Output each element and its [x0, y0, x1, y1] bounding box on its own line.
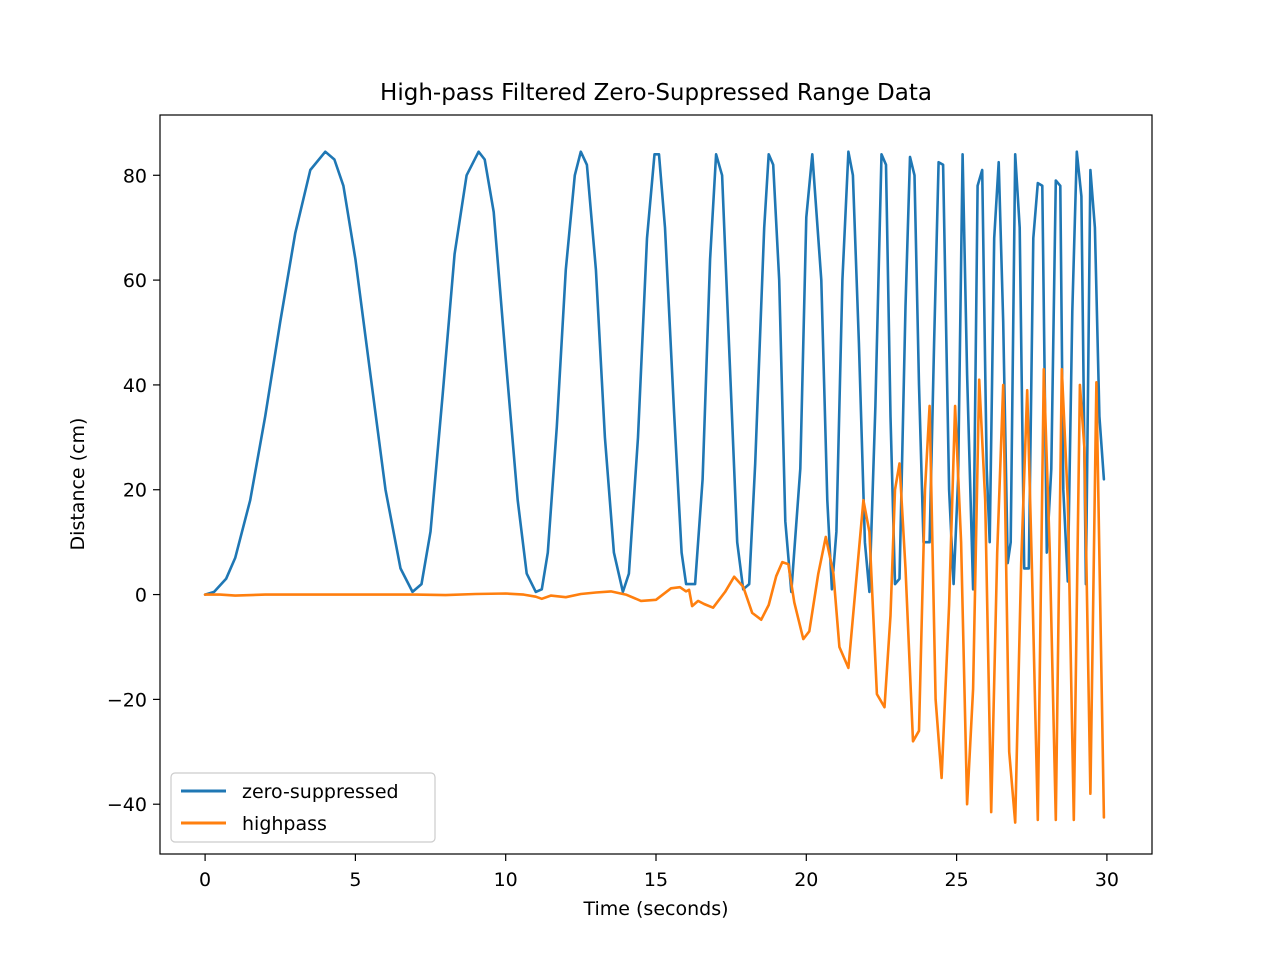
- x-tick-label: 15: [644, 869, 668, 891]
- legend-frame: [170, 772, 436, 843]
- chart-title: High-pass Filtered Zero-Suppressed Range…: [380, 80, 932, 106]
- series-layer: [203, 150, 1106, 824]
- x-tick-label: 5: [349, 869, 361, 891]
- series-line-zero-suppressed: [203, 150, 1106, 596]
- y-axis-label: Distance (cm): [67, 418, 89, 551]
- legend-label-zero-suppressed: zero-suppressed: [242, 781, 399, 803]
- y-tick-label: 80: [123, 165, 147, 187]
- x-tick-label: 10: [494, 869, 518, 891]
- y-tick-label: 0: [135, 585, 147, 607]
- y-tick-label: 20: [123, 480, 147, 502]
- x-axis-label: Time (seconds): [582, 898, 728, 920]
- legend-label-highpass: highpass: [242, 813, 327, 835]
- legend: zero-suppressed highpass: [170, 772, 436, 843]
- y-axis: −40 −20 0 20 40 60 80: [107, 165, 160, 816]
- x-axis: 0 5 10 15 20 25 30: [199, 854, 1119, 891]
- x-tick-label: 0: [199, 869, 211, 891]
- series-line-highpass: [203, 367, 1106, 824]
- y-tick-label: 60: [123, 270, 147, 292]
- y-tick-label: 40: [123, 375, 147, 397]
- y-tick-label: −20: [107, 689, 147, 711]
- x-tick-label: 30: [1095, 869, 1119, 891]
- x-tick-label: 20: [794, 869, 818, 891]
- x-tick-label: 25: [945, 869, 969, 891]
- y-tick-label: −40: [107, 794, 147, 816]
